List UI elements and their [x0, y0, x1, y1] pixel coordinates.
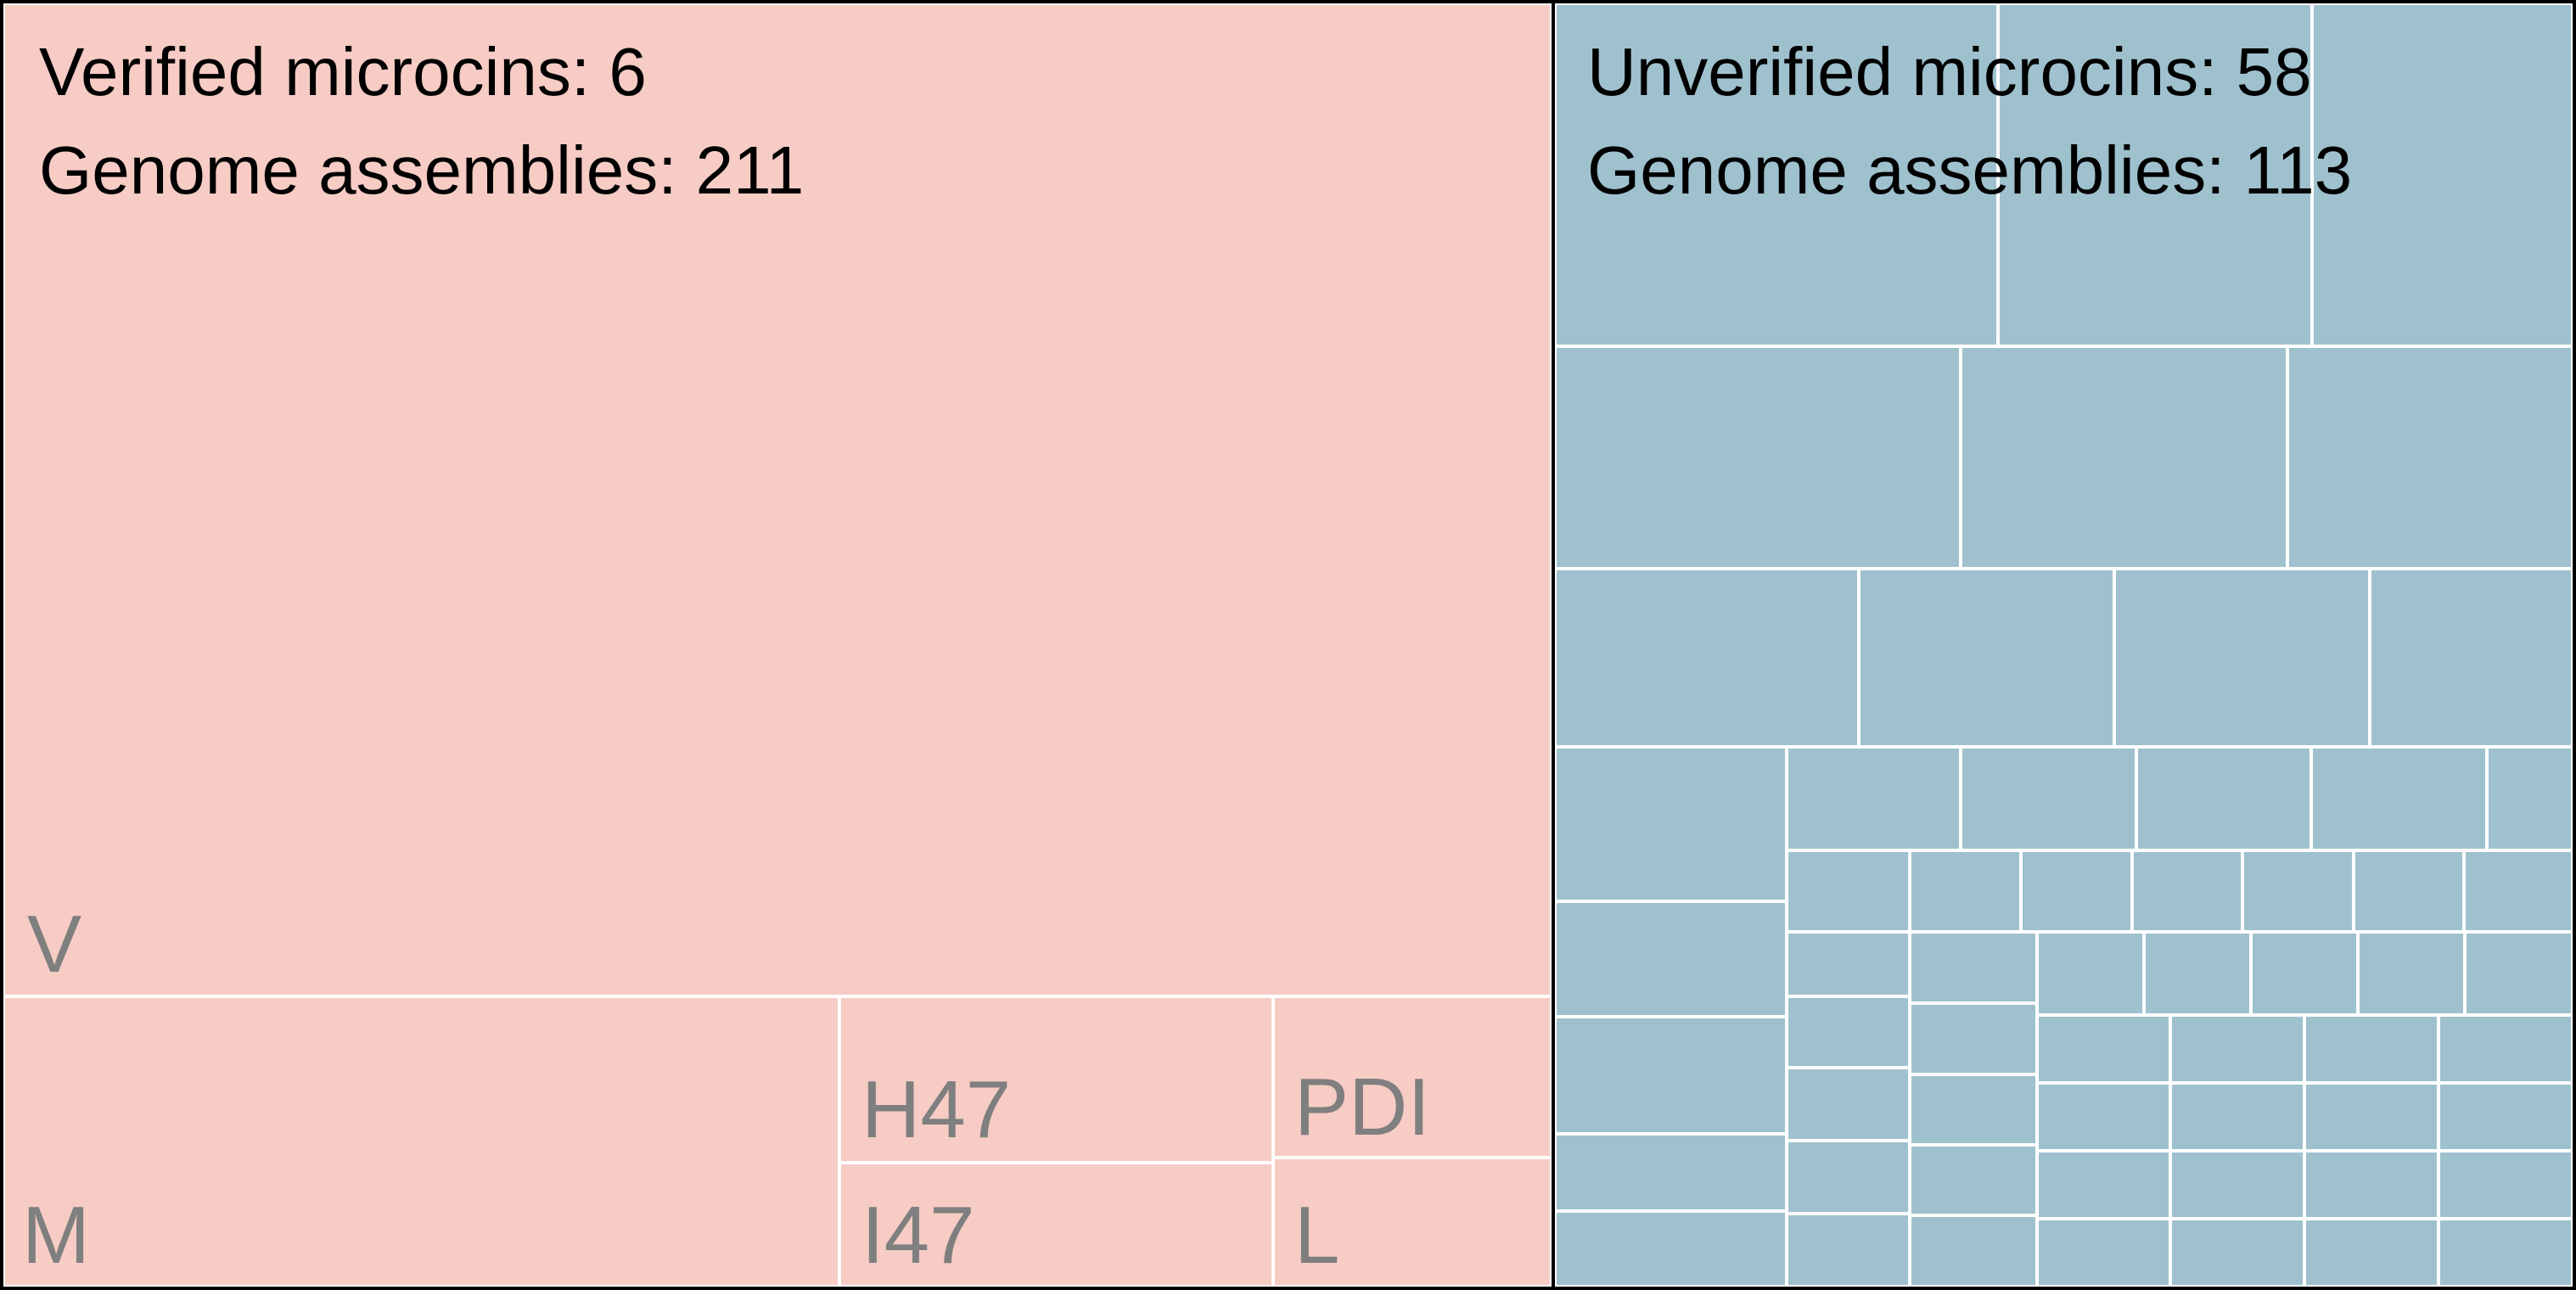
cell-label-pdi: PDI: [1294, 1062, 1430, 1153]
unverified-cell: [1959, 345, 2289, 570]
unverified-cell: [2169, 1217, 2306, 1288]
unverified-cell: [2241, 849, 2355, 934]
unverified-cell: [2368, 567, 2574, 749]
unverified-cell: [2169, 1149, 2306, 1220]
unverified-cell: [2019, 849, 2134, 934]
unverified-cell: [2437, 1217, 2574, 1288]
unverified-cell: [2249, 930, 2360, 1017]
unverified-cell: [1996, 2, 2314, 348]
unverified-cell: [1908, 1143, 2039, 1217]
unverified-cell: [2303, 1217, 2440, 1288]
cell-m: [2, 995, 841, 1288]
unverified-cell: [1553, 900, 1788, 1018]
unverified-cell: [1553, 745, 1788, 903]
unverified-cell: [1553, 1015, 1788, 1136]
unverified-cell: [1553, 1132, 1788, 1213]
unverified-cell: [2142, 930, 2253, 1017]
unverified-cell: [2437, 1081, 2574, 1153]
unverified-count-label: Unverified microcins: 58: [1587, 34, 2312, 109]
unverified-cell: [2462, 849, 2574, 934]
unverified-cell: [2303, 1149, 2440, 1220]
unverified-group: [1553, 2, 2574, 1288]
unverified-cell: [2437, 1149, 2574, 1220]
unverified-cell: [1785, 930, 1911, 998]
unverified-cell: [1908, 1073, 2039, 1147]
unverified-cell: [1908, 1001, 2039, 1076]
unverified-cell: [2035, 1081, 2172, 1153]
unverified-cell: [2035, 1013, 2172, 1085]
unverified-cell: [2485, 745, 2574, 852]
unverified-cell: [2035, 1149, 2172, 1220]
unverified-cell: [1785, 745, 1962, 852]
unverified-cell: [1785, 1066, 1911, 1142]
cell-label-l: L: [1294, 1190, 1339, 1281]
unverified-cell: [2352, 849, 2466, 934]
unverified-cell: [2035, 930, 2146, 1017]
cell-label-v: V: [27, 899, 81, 990]
unverified-cell: [2035, 1217, 2172, 1288]
unverified-cell: [2463, 930, 2574, 1017]
cell-label-i47: I47: [861, 1190, 974, 1281]
cell-v: [2, 2, 1553, 998]
unverified-cell: [1959, 745, 2138, 852]
unverified-cell: [1553, 567, 1860, 749]
unverified-cell: [1785, 1139, 1911, 1215]
verified-group: V M H47 I47 PDI L: [2, 2, 1553, 1288]
unverified-cell: [2169, 1081, 2306, 1153]
unverified-cell: [2169, 1013, 2306, 1085]
unverified-cell: [2130, 849, 2244, 934]
unverified-cell: [1785, 995, 1911, 1069]
unverified-cell: [1908, 849, 2023, 934]
unverified-cell: [2437, 1013, 2574, 1085]
unverified-cell: [1553, 1209, 1788, 1288]
unverified-cell: [1553, 345, 1962, 570]
verified-assemblies-label: Genome assemblies: 211: [39, 132, 804, 208]
cell-label-h47: H47: [861, 1064, 1011, 1155]
unverified-cell: [1857, 567, 2116, 749]
group-headers: Verified microcins: 6 Genome assemblies:…: [39, 34, 2352, 208]
unverified-cell: [2135, 745, 2313, 852]
unverified-cell: [2356, 930, 2467, 1017]
unverified-cell: [1908, 930, 2039, 1005]
unverified-cell: [1785, 1212, 1911, 1288]
unverified-cell: [2286, 345, 2574, 570]
unverified-cell: [2309, 745, 2489, 852]
cell-label-m: M: [22, 1190, 90, 1281]
unverified-cell: [2303, 1081, 2440, 1153]
unverified-cell: [1785, 849, 1911, 934]
unverified-cell: [2303, 1013, 2440, 1085]
unverified-cell: [2113, 567, 2371, 749]
unverified-assemblies-label: Genome assemblies: 113: [1587, 132, 2352, 208]
verified-count-label: Verified microcins: 6: [39, 34, 647, 109]
unverified-cell: [1908, 1214, 2039, 1288]
unverified-cell: [1553, 2, 2000, 348]
